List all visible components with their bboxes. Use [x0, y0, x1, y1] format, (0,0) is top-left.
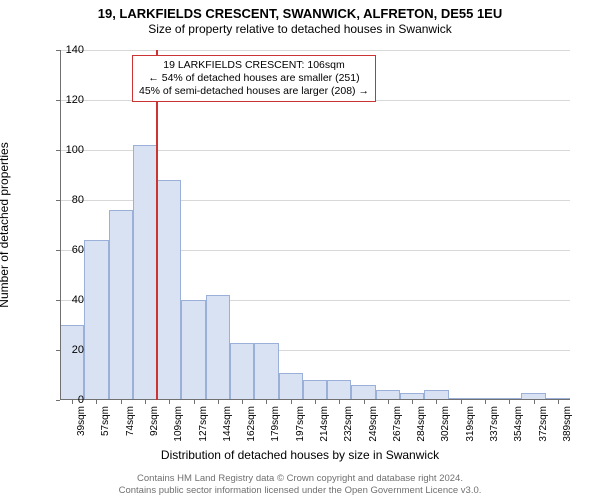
x-tick-label: 354sqm	[513, 406, 524, 442]
x-tick-label: 337sqm	[489, 406, 500, 442]
histogram-bar	[60, 325, 84, 400]
chart-title: 19, LARKFIELDS CRESCENT, SWANWICK, ALFRE…	[0, 0, 600, 21]
x-tick-label: 92sqm	[149, 406, 160, 436]
x-tick-label: 249sqm	[368, 406, 379, 442]
y-tick-label: 60	[48, 244, 84, 256]
x-tick-label: 144sqm	[222, 406, 233, 442]
property-marker-line	[156, 50, 158, 400]
annotation-line-2: ← 54% of detached houses are smaller (25…	[139, 72, 369, 85]
x-tick-label: 74sqm	[125, 406, 136, 436]
histogram-bar	[133, 145, 157, 400]
histogram-bar	[351, 385, 375, 400]
annotation-line-3: 45% of semi-detached houses are larger (…	[139, 85, 369, 98]
x-axis-label: Distribution of detached houses by size …	[0, 448, 600, 462]
y-tick-label: 120	[48, 94, 84, 106]
y-tick-label: 20	[48, 344, 84, 356]
y-axis-label: Number of detached properties	[0, 142, 11, 307]
x-tick-label: 319sqm	[465, 406, 476, 442]
x-tick-label: 302sqm	[440, 406, 451, 442]
x-tick-label: 214sqm	[319, 406, 330, 442]
x-tick-label: 127sqm	[198, 406, 209, 442]
x-tick-label: 372sqm	[538, 406, 549, 442]
histogram-bars	[60, 50, 570, 400]
chart-subtitle: Size of property relative to detached ho…	[0, 21, 600, 36]
footer-line-1: Contains HM Land Registry data © Crown c…	[0, 473, 600, 484]
histogram-bar	[254, 343, 278, 401]
footer-line-2: Contains public sector information licen…	[0, 485, 600, 496]
y-tick-label: 0	[48, 394, 84, 406]
annotation-box: 19 LARKFIELDS CRESCENT: 106sqm ← 54% of …	[132, 55, 376, 102]
histogram-bar	[84, 240, 108, 400]
chart-container: 19, LARKFIELDS CRESCENT, SWANWICK, ALFRE…	[0, 0, 600, 500]
histogram-bar	[279, 373, 303, 401]
x-tick-label: 109sqm	[173, 406, 184, 442]
y-tick-label: 140	[48, 44, 84, 56]
footer-attribution: Contains HM Land Registry data © Crown c…	[0, 473, 600, 496]
histogram-bar	[181, 300, 205, 400]
x-tick-label: 389sqm	[562, 406, 573, 442]
x-tick-label: 232sqm	[343, 406, 354, 442]
histogram-bar	[327, 380, 351, 400]
histogram-bar	[303, 380, 327, 400]
y-tick-label: 40	[48, 294, 84, 306]
annotation-line-1: 19 LARKFIELDS CRESCENT: 106sqm	[139, 59, 369, 72]
x-tick-label: 284sqm	[416, 406, 427, 442]
x-tick-label: 39sqm	[76, 406, 87, 436]
x-tick-label: 179sqm	[270, 406, 281, 442]
x-tick-label: 162sqm	[246, 406, 257, 442]
x-tick-label: 57sqm	[100, 406, 111, 436]
x-tick-label: 197sqm	[295, 406, 306, 442]
y-tick-label: 100	[48, 144, 84, 156]
plot-area: 19 LARKFIELDS CRESCENT: 106sqm ← 54% of …	[60, 50, 570, 400]
histogram-bar	[157, 180, 181, 400]
y-tick-label: 80	[48, 194, 84, 206]
histogram-bar	[206, 295, 230, 400]
histogram-bar	[109, 210, 133, 400]
x-tick-label: 267sqm	[392, 406, 403, 442]
histogram-bar	[230, 343, 254, 401]
